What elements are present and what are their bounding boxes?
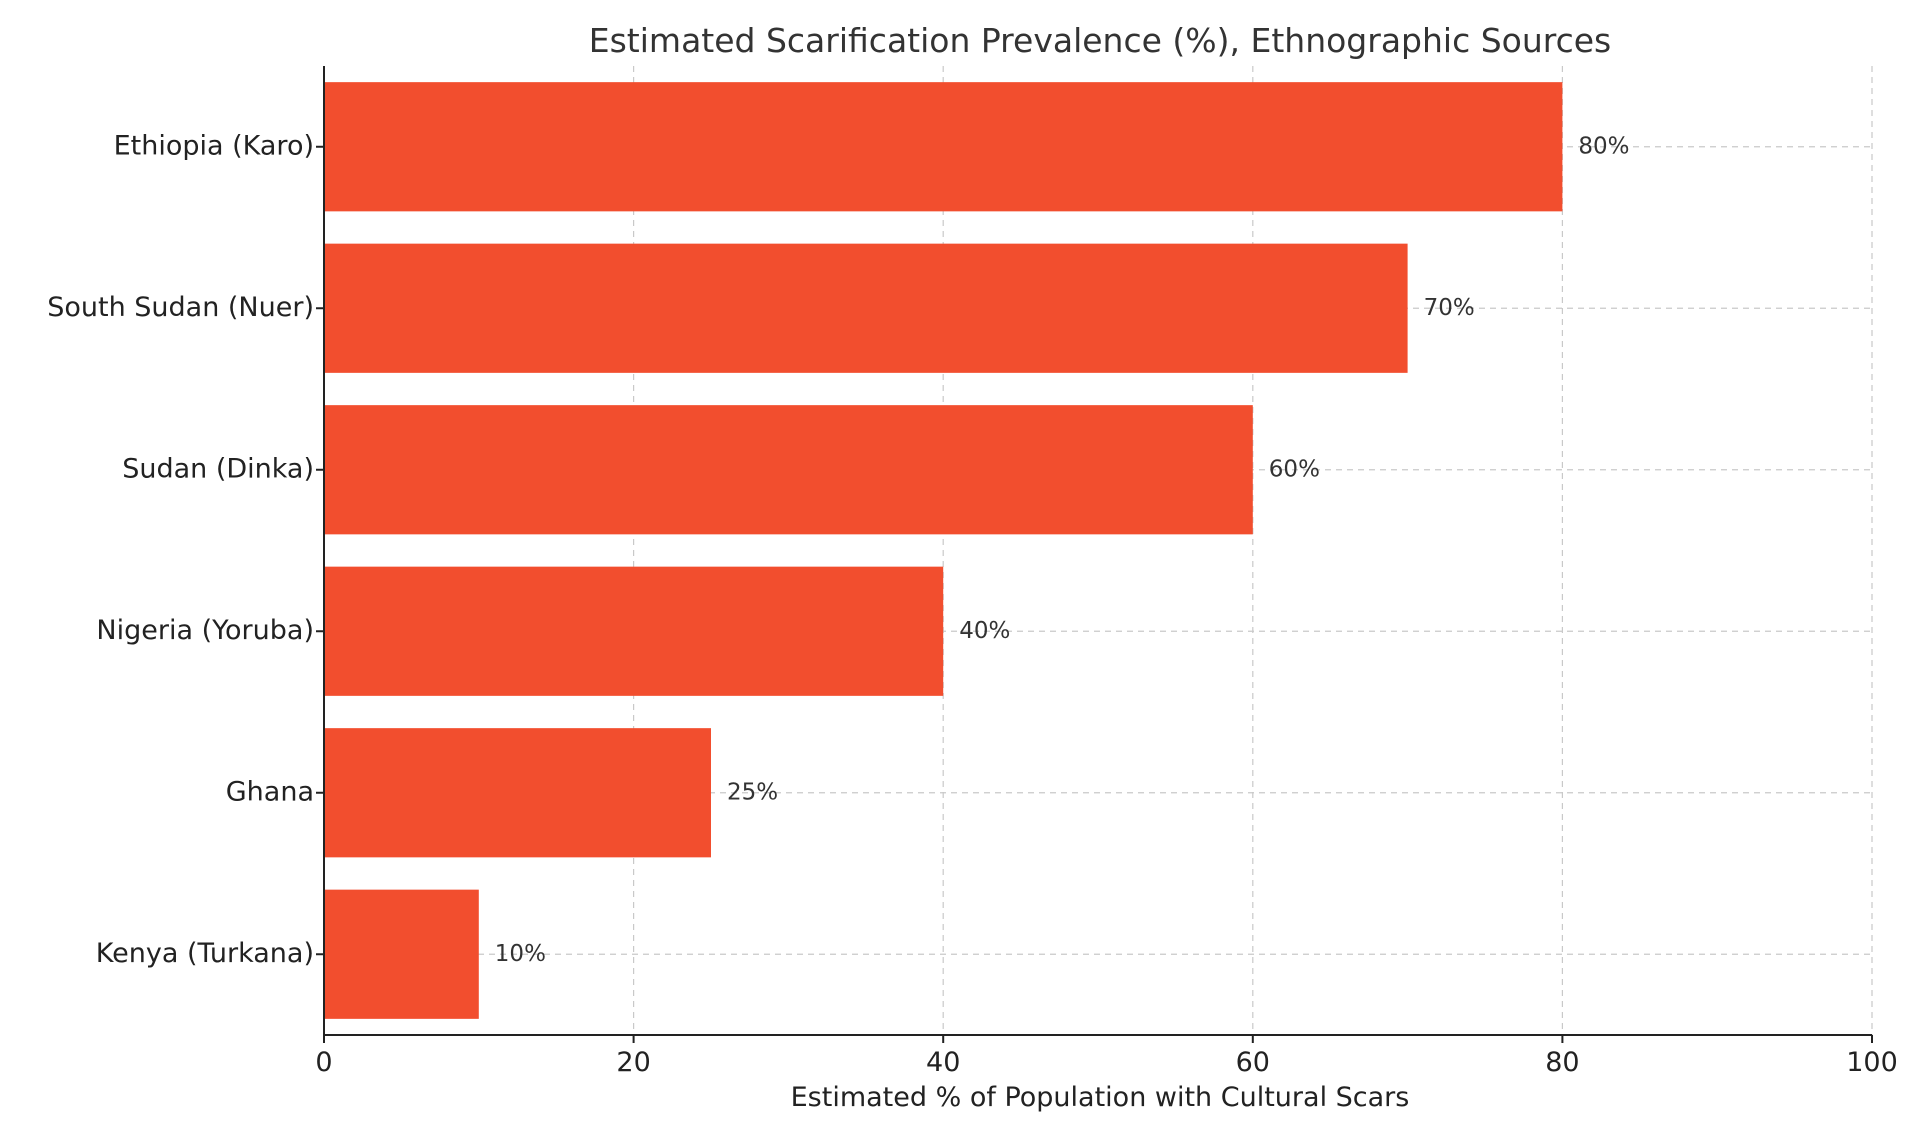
category-label: Nigeria (Yoruba) bbox=[96, 615, 314, 646]
category-label: Ethiopia (Karo) bbox=[114, 130, 314, 161]
x-tick-label: 100 bbox=[1846, 1047, 1898, 1078]
x-tick-label: 80 bbox=[1545, 1047, 1579, 1078]
category-label: South Sudan (Nuer) bbox=[47, 292, 314, 323]
data-label: 70% bbox=[1424, 295, 1475, 321]
bar bbox=[324, 82, 1563, 212]
bar bbox=[324, 889, 479, 1019]
x-tick-label: 20 bbox=[616, 1047, 650, 1078]
data-label: 80% bbox=[1578, 133, 1629, 159]
category-label: Sudan (Dinka) bbox=[122, 453, 314, 484]
bar bbox=[324, 243, 1408, 373]
category-label: Kenya (Turkana) bbox=[96, 938, 314, 969]
bar bbox=[324, 728, 711, 858]
x-tick-label: 0 bbox=[315, 1047, 332, 1078]
bars-layer bbox=[324, 82, 1563, 1019]
data-label: 40% bbox=[959, 618, 1010, 644]
x-tick-label: 40 bbox=[926, 1047, 960, 1078]
category-label: Ghana bbox=[226, 776, 314, 807]
x-axis-label: Estimated % of Population with Cultural … bbox=[791, 1082, 1410, 1113]
bar bbox=[324, 405, 1253, 535]
data-label: 25% bbox=[727, 779, 778, 805]
x-tick-label: 60 bbox=[1236, 1047, 1270, 1078]
axes-layer: 0 20 40 60 80 100 bbox=[315, 66, 1898, 1078]
data-label: 10% bbox=[495, 941, 546, 967]
bar bbox=[324, 566, 944, 696]
labels-layer: Ethiopia (Karo) 80% South Sudan (Nuer) 70% S… bbox=[47, 130, 1629, 969]
data-label: 60% bbox=[1269, 456, 1320, 482]
chart-title: Estimated Scarification Prevalence (%), … bbox=[589, 21, 1611, 60]
